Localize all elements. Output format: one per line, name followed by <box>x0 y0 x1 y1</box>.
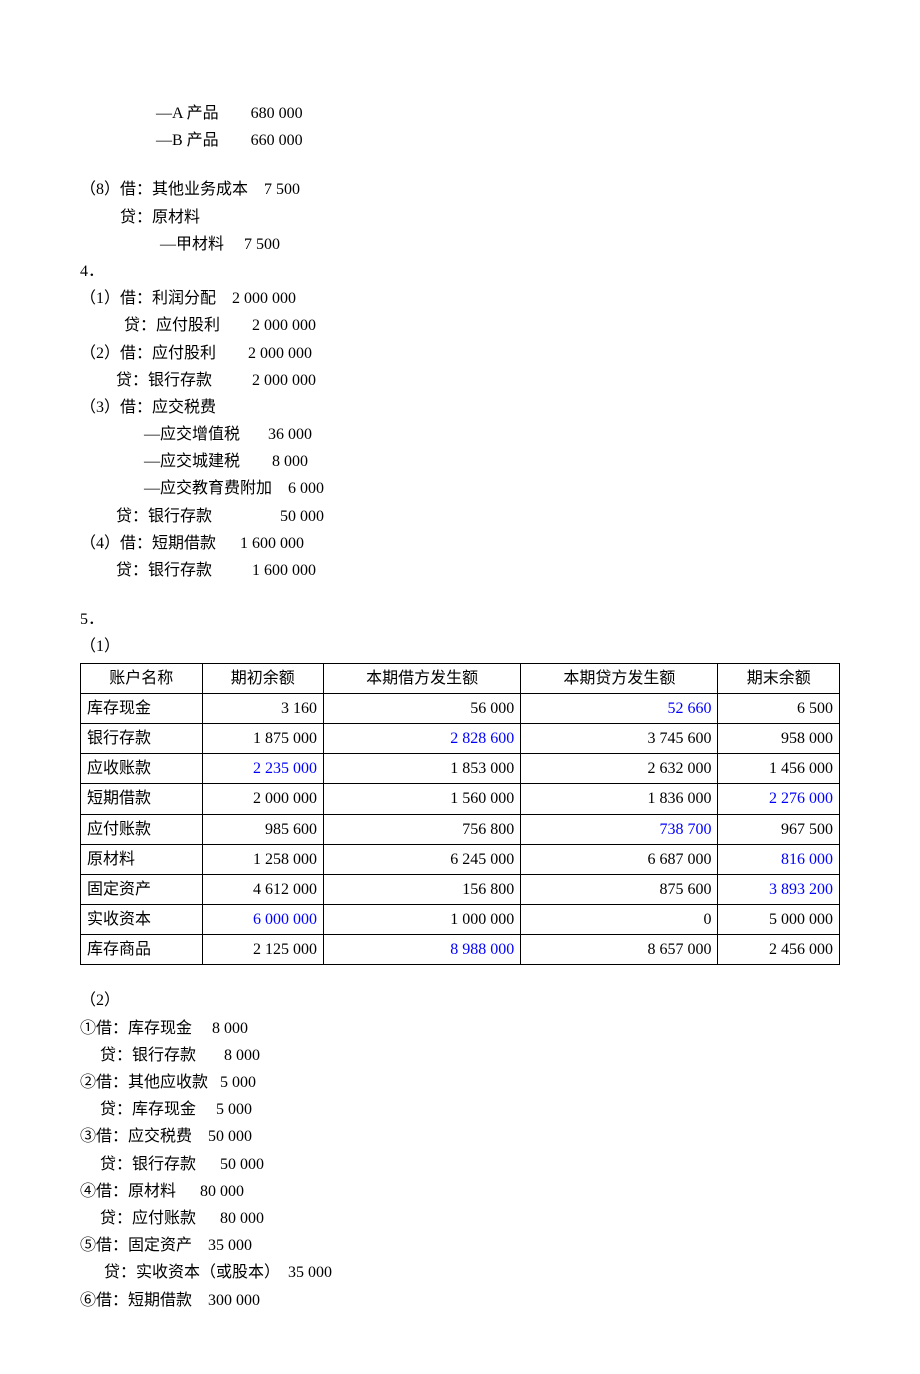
s5-sub2: （2） <box>80 987 840 1014</box>
s5-head: 5． <box>80 606 840 633</box>
s4-l7: —应交城建税 8 000 <box>80 448 840 475</box>
s4-l3: （2）借：应付股利 2 000 000 <box>80 340 840 367</box>
s4-l4: 贷：银行存款 2 000 000 <box>80 367 840 394</box>
cell-value: 3 745 600 <box>521 723 718 753</box>
table-row: 应付账款985 600756 800738 700967 500 <box>81 814 840 844</box>
table-row: 银行存款1 875 0002 828 6003 745 600958 000 <box>81 723 840 753</box>
j3c: 贷：银行存款 50 000 <box>80 1151 840 1178</box>
table-row: 应收账款2 235 0001 853 0002 632 0001 456 000 <box>81 754 840 784</box>
table-row: 实收资本6 000 0001 000 00005 000 000 <box>81 905 840 935</box>
table-body: 库存现金3 16056 00052 6606 500银行存款1 875 0002… <box>81 693 840 965</box>
cell-account: 库存现金 <box>81 693 203 723</box>
cell-value: 156 800 <box>324 874 521 904</box>
cell-value: 1 560 000 <box>324 784 521 814</box>
s4-head: 4． <box>80 258 840 285</box>
s4-l1: （1）借：利润分配 2 000 000 <box>80 285 840 312</box>
cell-account: 应付账款 <box>81 814 203 844</box>
cell-value: 967 500 <box>718 814 840 844</box>
balance-table: 账户名称 期初余额 本期借方发生额 本期贷方发生额 期末余额 库存现金3 160… <box>80 663 840 966</box>
cell-account: 应收账款 <box>81 754 203 784</box>
s4-l6: —应交增值税 36 000 <box>80 421 840 448</box>
cell-value: 2 456 000 <box>718 935 840 965</box>
j6: ⑥借：短期借款 300 000 <box>80 1287 840 1314</box>
cell-account: 库存商品 <box>81 935 203 965</box>
s4-l2: 贷：应付股利 2 000 000 <box>80 312 840 339</box>
cell-value: 3 893 200 <box>718 874 840 904</box>
cell-value: 6 000 000 <box>202 905 324 935</box>
cell-value: 1 456 000 <box>718 754 840 784</box>
top-line-1: —A 产品 680 000 <box>80 100 840 127</box>
j2c: 贷：库存现金 5 000 <box>80 1096 840 1123</box>
table-row: 原材料1 258 0006 245 0006 687 000816 000 <box>81 844 840 874</box>
j1c: 贷：银行存款 8 000 <box>80 1042 840 1069</box>
cell-value: 738 700 <box>521 814 718 844</box>
j4c: 贷：应付账款 80 000 <box>80 1205 840 1232</box>
cell-value: 1 258 000 <box>202 844 324 874</box>
cell-value: 2 276 000 <box>718 784 840 814</box>
cell-value: 6 245 000 <box>324 844 521 874</box>
cell-value: 1 853 000 <box>324 754 521 784</box>
cell-value: 2 125 000 <box>202 935 324 965</box>
cell-value: 5 000 000 <box>718 905 840 935</box>
cell-value: 816 000 <box>718 844 840 874</box>
th-account: 账户名称 <box>81 663 203 693</box>
j3: ③借：应交税费 50 000 <box>80 1123 840 1150</box>
cell-account: 银行存款 <box>81 723 203 753</box>
cell-value: 2 000 000 <box>202 784 324 814</box>
s4-l8: —应交教育费附加 6 000 <box>80 475 840 502</box>
table-row: 库存商品2 125 0008 988 0008 657 0002 456 000 <box>81 935 840 965</box>
th-begin: 期初余额 <box>202 663 324 693</box>
cell-account: 实收资本 <box>81 905 203 935</box>
s8-l3: —甲材料 7 500 <box>80 231 840 258</box>
cell-value: 1 836 000 <box>521 784 718 814</box>
cell-value: 8 988 000 <box>324 935 521 965</box>
cell-value: 875 600 <box>521 874 718 904</box>
th-debit: 本期借方发生额 <box>324 663 521 693</box>
j5c: 贷：实收资本（或股本） 35 000 <box>80 1259 840 1286</box>
cell-value: 6 687 000 <box>521 844 718 874</box>
cell-value: 958 000 <box>718 723 840 753</box>
cell-value: 52 660 <box>521 693 718 723</box>
top-line-2: —B 产品 660 000 <box>80 127 840 154</box>
s8-l1: （8）借：其他业务成本 7 500 <box>80 176 840 203</box>
table-header-row: 账户名称 期初余额 本期借方发生额 本期贷方发生额 期末余额 <box>81 663 840 693</box>
table-row: 库存现金3 16056 00052 6606 500 <box>81 693 840 723</box>
th-end: 期末余额 <box>718 663 840 693</box>
cell-value: 8 657 000 <box>521 935 718 965</box>
cell-account: 短期借款 <box>81 784 203 814</box>
th-credit: 本期贷方发生额 <box>521 663 718 693</box>
cell-value: 4 612 000 <box>202 874 324 904</box>
j1: ①借：库存现金 8 000 <box>80 1015 840 1042</box>
s8-l2: 贷：原材料 <box>80 204 840 231</box>
cell-value: 2 235 000 <box>202 754 324 784</box>
s4-l10: （4）借：短期借款 1 600 000 <box>80 530 840 557</box>
cell-value: 756 800 <box>324 814 521 844</box>
cell-value: 2 828 600 <box>324 723 521 753</box>
cell-value: 3 160 <box>202 693 324 723</box>
j5: ⑤借：固定资产 35 000 <box>80 1232 840 1259</box>
s4-l9: 贷：银行存款 50 000 <box>80 503 840 530</box>
cell-value: 2 632 000 <box>521 754 718 784</box>
s4-l5: （3）借：应交税费 <box>80 394 840 421</box>
cell-account: 原材料 <box>81 844 203 874</box>
j4: ④借：原材料 80 000 <box>80 1178 840 1205</box>
cell-account: 固定资产 <box>81 874 203 904</box>
table-row: 固定资产4 612 000156 800875 6003 893 200 <box>81 874 840 904</box>
cell-value: 0 <box>521 905 718 935</box>
j2: ②借：其他应收款 5 000 <box>80 1069 840 1096</box>
cell-value: 6 500 <box>718 693 840 723</box>
cell-value: 56 000 <box>324 693 521 723</box>
cell-value: 985 600 <box>202 814 324 844</box>
cell-value: 1 000 000 <box>324 905 521 935</box>
s5-sub1: （1） <box>80 633 840 660</box>
cell-value: 1 875 000 <box>202 723 324 753</box>
table-row: 短期借款2 000 0001 560 0001 836 0002 276 000 <box>81 784 840 814</box>
s4-l11: 贷：银行存款 1 600 000 <box>80 557 840 584</box>
